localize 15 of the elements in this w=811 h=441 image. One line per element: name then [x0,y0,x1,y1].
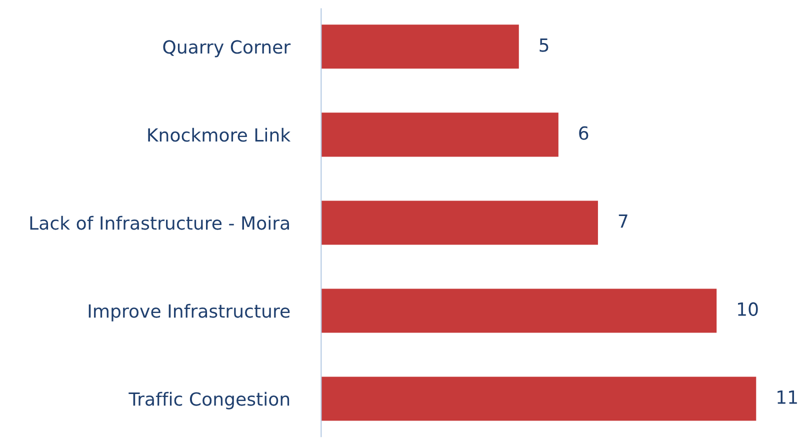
y-tick-label: Knockmore Link [148,128,291,142]
bar [321,24,519,69]
y-tick-label: Improve Infrastructure [88,304,290,322]
data-label: 10 [738,302,758,316]
data-label: 6 [579,126,588,140]
data-label: 11 [778,390,797,404]
y-tick-label: Traffic Congestion [128,392,290,410]
data-label: 7 [618,214,628,228]
bar [321,376,756,421]
y-tick-label: Lack of Infrastructure - Moira [30,216,289,230]
bar [321,288,717,333]
data-label: 5 [540,38,548,52]
y-tick-label: Quarry Corner [163,40,291,58]
bar [321,112,558,157]
bar [321,200,598,245]
